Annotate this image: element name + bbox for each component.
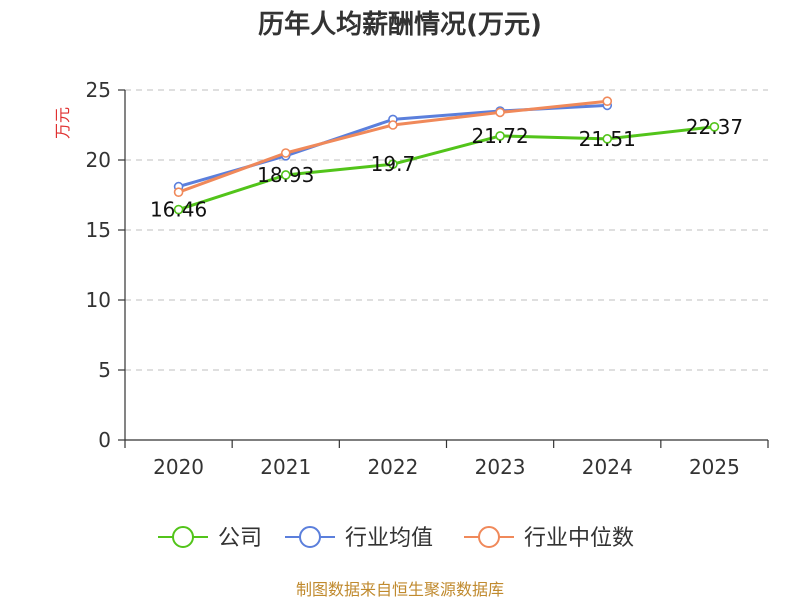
data-source-note: 制图数据来自恒生聚源数据库	[296, 580, 504, 599]
y-tick-label: 20	[86, 148, 111, 172]
x-tick-label: 2025	[689, 455, 740, 479]
legend[interactable]: 公司 行业均值 行业中位数	[158, 526, 634, 551]
legend-item-0[interactable]: 公司	[158, 526, 262, 551]
data-labels: 16.46 18.93 19.7 21.72 21.51 22.37	[150, 115, 743, 222]
x-tick-label: 2023	[475, 455, 526, 479]
y-tick-label: 5	[98, 358, 111, 382]
x-tick-label: 2022	[367, 455, 418, 479]
data-point[interactable]	[388, 159, 398, 169]
legend-marker-icon	[172, 526, 194, 548]
series-lines	[173, 96, 720, 215]
data-label: 16.46	[150, 198, 207, 222]
legend-label: 行业中位数	[524, 526, 634, 551]
y-axis-unit-label: 万元	[53, 107, 72, 139]
x-tick-label: 2024	[582, 455, 633, 479]
legend-item-2[interactable]: 行业中位数	[464, 526, 634, 551]
data-point[interactable]	[495, 107, 505, 118]
data-point[interactable]	[280, 148, 291, 158]
data-point[interactable]	[709, 122, 720, 132]
y-tick-label: 0	[98, 428, 111, 452]
data-label: 22.37	[686, 115, 743, 139]
data-point[interactable]	[173, 187, 184, 197]
data-label: 19.7	[371, 152, 416, 176]
legend-marker-icon	[299, 526, 321, 548]
grid-lines	[125, 89, 768, 371]
data-point[interactable]	[280, 170, 291, 180]
legend-label: 行业均值	[345, 526, 433, 551]
legend-label: 公司	[218, 526, 262, 551]
series-line-0	[177, 125, 716, 212]
chart-title: 历年人均薪酬情况(万元)	[258, 9, 542, 40]
legend-marker-icon	[478, 526, 500, 548]
data-point[interactable]	[602, 96, 613, 106]
data-label: 21.72	[471, 124, 528, 148]
y-tick-label: 15	[86, 218, 111, 242]
legend-item-1[interactable]: 行业均值	[285, 526, 433, 551]
data-point[interactable]	[388, 120, 398, 130]
y-tick-label: 25	[86, 78, 111, 102]
data-point[interactable]	[173, 204, 184, 215]
data-point[interactable]	[602, 134, 613, 144]
x-tick-label: 2021	[260, 455, 311, 479]
x-tick-label: 2020	[153, 455, 204, 479]
y-tick-label: 10	[86, 288, 111, 312]
data-point[interactable]	[495, 131, 505, 141]
data-label: 18.93	[257, 163, 314, 187]
data-label: 21.51	[579, 127, 636, 151]
